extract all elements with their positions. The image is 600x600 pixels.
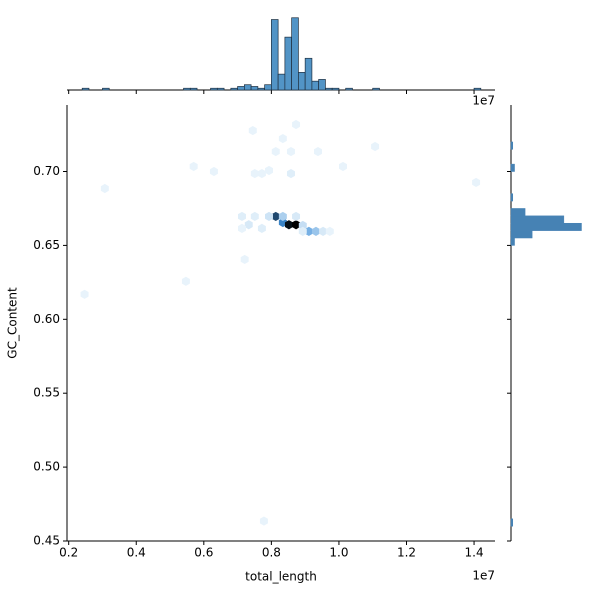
hexbin [257, 223, 266, 234]
hexbin [100, 183, 109, 194]
histogram-bar [345, 87, 353, 91]
hexbin [271, 211, 280, 222]
hexbin [238, 223, 246, 234]
hexbin [314, 146, 322, 157]
hexbin [292, 220, 301, 230]
histogram-bar [510, 230, 533, 239]
histogram-bar [510, 208, 526, 217]
hexbin [209, 166, 218, 177]
histogram-bar [243, 84, 252, 91]
histogram-bar [304, 57, 313, 91]
y-tick-label: 0.55 [33, 386, 60, 400]
histogram-bar [216, 87, 225, 91]
hexbin [292, 211, 301, 222]
histogram-bar [331, 87, 340, 91]
histogram-bar [510, 193, 514, 202]
top-offset-label: 1e7 [472, 94, 495, 108]
hexbin [371, 141, 380, 152]
hexbin [472, 177, 481, 188]
hexbin [298, 226, 307, 236]
hexbin [278, 217, 287, 228]
histogram-bar [102, 87, 110, 91]
hexbin [286, 168, 295, 179]
y-tick-label: 0.45 [33, 534, 60, 548]
hexbin [257, 168, 266, 179]
x-tick-label: 1.2 [397, 546, 416, 560]
hexbin [284, 220, 293, 230]
histogram-bar [189, 87, 198, 91]
hexbin [319, 226, 328, 236]
hexbin [339, 161, 347, 172]
histogram-bar [510, 141, 514, 150]
hexbin [244, 220, 253, 230]
x-tick-label: 0.8 [262, 546, 281, 560]
histogram-bar [183, 87, 191, 91]
hexbin [80, 289, 89, 299]
hexbin [271, 146, 280, 157]
histogram-bar [277, 73, 286, 91]
hexbin [292, 119, 301, 130]
histogram-bar [230, 87, 238, 91]
hexbin [248, 125, 257, 136]
y-tick-label: 0.50 [33, 460, 60, 474]
histogram-bar [372, 87, 380, 91]
histogram-bar [318, 79, 326, 91]
histogram-bar [264, 84, 272, 91]
hexbin [238, 211, 246, 222]
histogram-bar [271, 19, 279, 91]
hexbin [259, 516, 268, 526]
histogram-bar [298, 72, 306, 91]
histogram-bar [325, 87, 333, 91]
y-tick-label: 0.65 [33, 238, 60, 252]
x-tick-label: 0.6 [194, 546, 213, 560]
histogram-bar [257, 87, 265, 91]
hexbin [250, 168, 259, 179]
x-tick-label: 1.0 [329, 546, 348, 560]
histogram-bar [473, 87, 482, 91]
hexbin [250, 211, 259, 222]
histogram-bar [250, 86, 259, 91]
x-tick-label: 0.4 [127, 546, 146, 560]
histogram-bar [510, 237, 515, 246]
hexbin [286, 146, 295, 157]
y-axis-label: GC_Content [6, 287, 20, 359]
hexbin [311, 226, 320, 236]
x-tick-label: 0.2 [59, 546, 78, 560]
hexbin [265, 211, 273, 222]
histogram-bar [291, 17, 299, 91]
histogram-bar [237, 86, 245, 91]
histogram-bar [210, 87, 218, 91]
histogram-bar [311, 80, 320, 91]
hexbin [240, 254, 249, 265]
hexbin [325, 226, 334, 236]
x-offset-label: 1e7 [472, 569, 495, 583]
hexbin [304, 226, 313, 236]
histogram-bar [81, 87, 90, 91]
histogram-bar [284, 36, 292, 91]
hexbin [298, 220, 307, 231]
hexbin [278, 211, 287, 222]
histogram-bar [510, 222, 582, 231]
hexbin [181, 276, 190, 286]
hexbin [265, 165, 273, 176]
x-tick-label: 1.4 [465, 546, 484, 560]
y-tick-label: 0.70 [33, 164, 60, 178]
hexbin [278, 133, 287, 144]
hexbin [189, 161, 198, 172]
x-axis-label: total_length [245, 570, 317, 584]
histogram-bar [510, 215, 565, 224]
histogram-bar [510, 163, 515, 172]
histogram-bar [510, 518, 514, 527]
y-tick-label: 0.60 [33, 312, 60, 326]
